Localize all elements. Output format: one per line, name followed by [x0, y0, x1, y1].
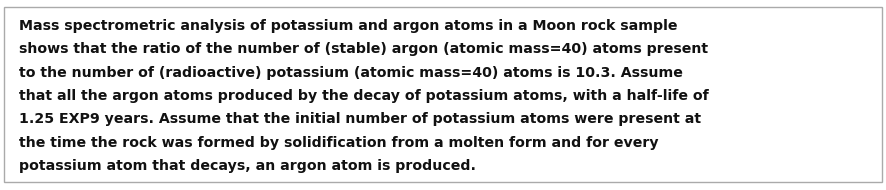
Text: 1.25 EXP9 years. Assume that the initial number of potassium atoms were present : 1.25 EXP9 years. Assume that the initial… — [19, 112, 702, 127]
Text: that all the argon atoms produced by the decay of potassium atoms, with a half-l: that all the argon atoms produced by the… — [19, 89, 709, 103]
Text: to the number of (radioactive) potassium (atomic mass=40) atoms is 10.3. Assume: to the number of (radioactive) potassium… — [19, 66, 683, 80]
Text: Mass spectrometric analysis of potassium and argon atoms in a Moon rock sample: Mass spectrometric analysis of potassium… — [19, 19, 678, 33]
Text: the time the rock was formed by solidification from a molten form and for every: the time the rock was formed by solidifi… — [19, 136, 659, 150]
Text: potassium atom that decays, an argon atom is produced.: potassium atom that decays, an argon ato… — [19, 159, 477, 173]
Text: shows that the ratio of the number of (stable) argon (atomic mass=40) atoms pres: shows that the ratio of the number of (s… — [19, 42, 709, 56]
FancyBboxPatch shape — [4, 7, 882, 182]
